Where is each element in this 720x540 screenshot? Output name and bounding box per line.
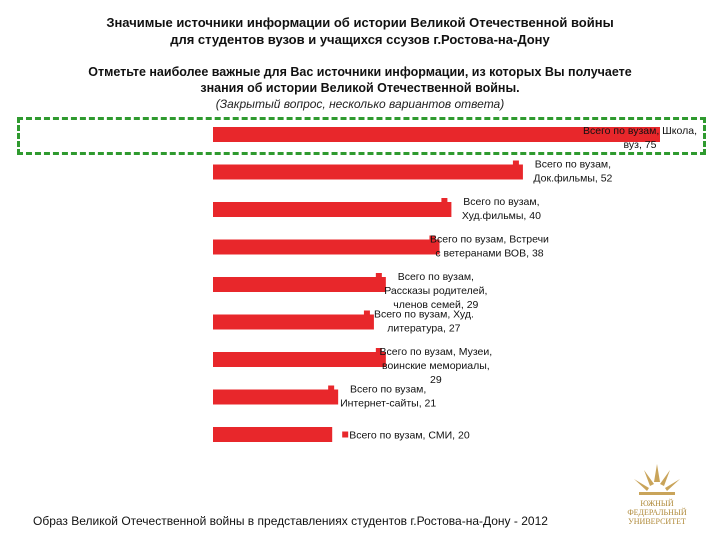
label-marker-6 (363, 310, 370, 317)
label-marker-4 (429, 235, 436, 242)
logo-text-line3: УНИВЕРСИТЕТ (628, 517, 686, 526)
bar-3 (213, 202, 452, 217)
labels-group: Всего по вузам, Школа, вуз, 75 Всего по ву… (328, 125, 697, 442)
bar-6 (213, 314, 374, 330)
data-label-9: Всего по вузам, СМИ, 20 (349, 430, 470, 442)
bar-5 (213, 277, 386, 292)
label-marker-5 (375, 273, 382, 279)
data-label-5: Всего по вузам, Рассказы родителей, членов… (384, 271, 487, 311)
data-label-3: Всего по вузам, Худ.фильмы, 40 (462, 196, 541, 222)
data-label-7: Всего по вузам, Музеи, воинские мемориалы… (380, 346, 493, 386)
label-marker-8 (328, 385, 335, 392)
bar-8 (213, 389, 339, 405)
bars-group (213, 127, 660, 442)
data-label-4: Всего по вузам, Встречи с ветеранами ВОВ,… (430, 234, 549, 260)
university-logo: ЮЖНЫЙ ФЕДЕРАЛЬНЫЙ УНИВЕРСИТЕТ (627, 464, 687, 526)
bar-2 (213, 164, 523, 180)
question-note: (Закрытый вопрос, несколько вариантов от… (215, 97, 505, 111)
label-marker-9 (342, 431, 349, 438)
logo-emblem-icon (634, 464, 680, 495)
highlight-dashed-box (17, 117, 706, 155)
page-title-line1: Значимые источники информации об истории… (106, 15, 614, 30)
page-title-line2: для студентов вузов и учащихся ссузов г.… (170, 32, 550, 47)
data-label-6: Всего по вузам, Худ. литература, 27 (374, 309, 474, 335)
logo-text-line2: ФЕДЕРАЛЬНЫЙ (627, 508, 687, 517)
question-line1: Отметьте наиболее важные для Вас источни… (88, 65, 632, 79)
data-label-8: Всего по вузам, Интернет-сайты, 21 (340, 384, 436, 410)
label-marker-2 (512, 160, 519, 167)
label-marker-1 (571, 127, 577, 133)
bar-7 (213, 352, 386, 367)
footer-caption: Образ Великой Отечественной войны в пред… (33, 514, 548, 528)
data-label-1: Всего по вузам, Школа, вуз, 75 (583, 125, 697, 151)
logo-text-line1: ЮЖНЫЙ (640, 499, 674, 508)
bar-9 (213, 427, 333, 442)
bar-1 (213, 127, 660, 142)
bar-4 (213, 239, 440, 255)
label-marker-7 (375, 348, 382, 354)
question-line2: знания об истории Великой Отечественной … (200, 81, 520, 95)
label-marker-3 (441, 198, 448, 204)
data-label-2: Всего по вузам, Док.фильмы, 52 (533, 159, 612, 185)
